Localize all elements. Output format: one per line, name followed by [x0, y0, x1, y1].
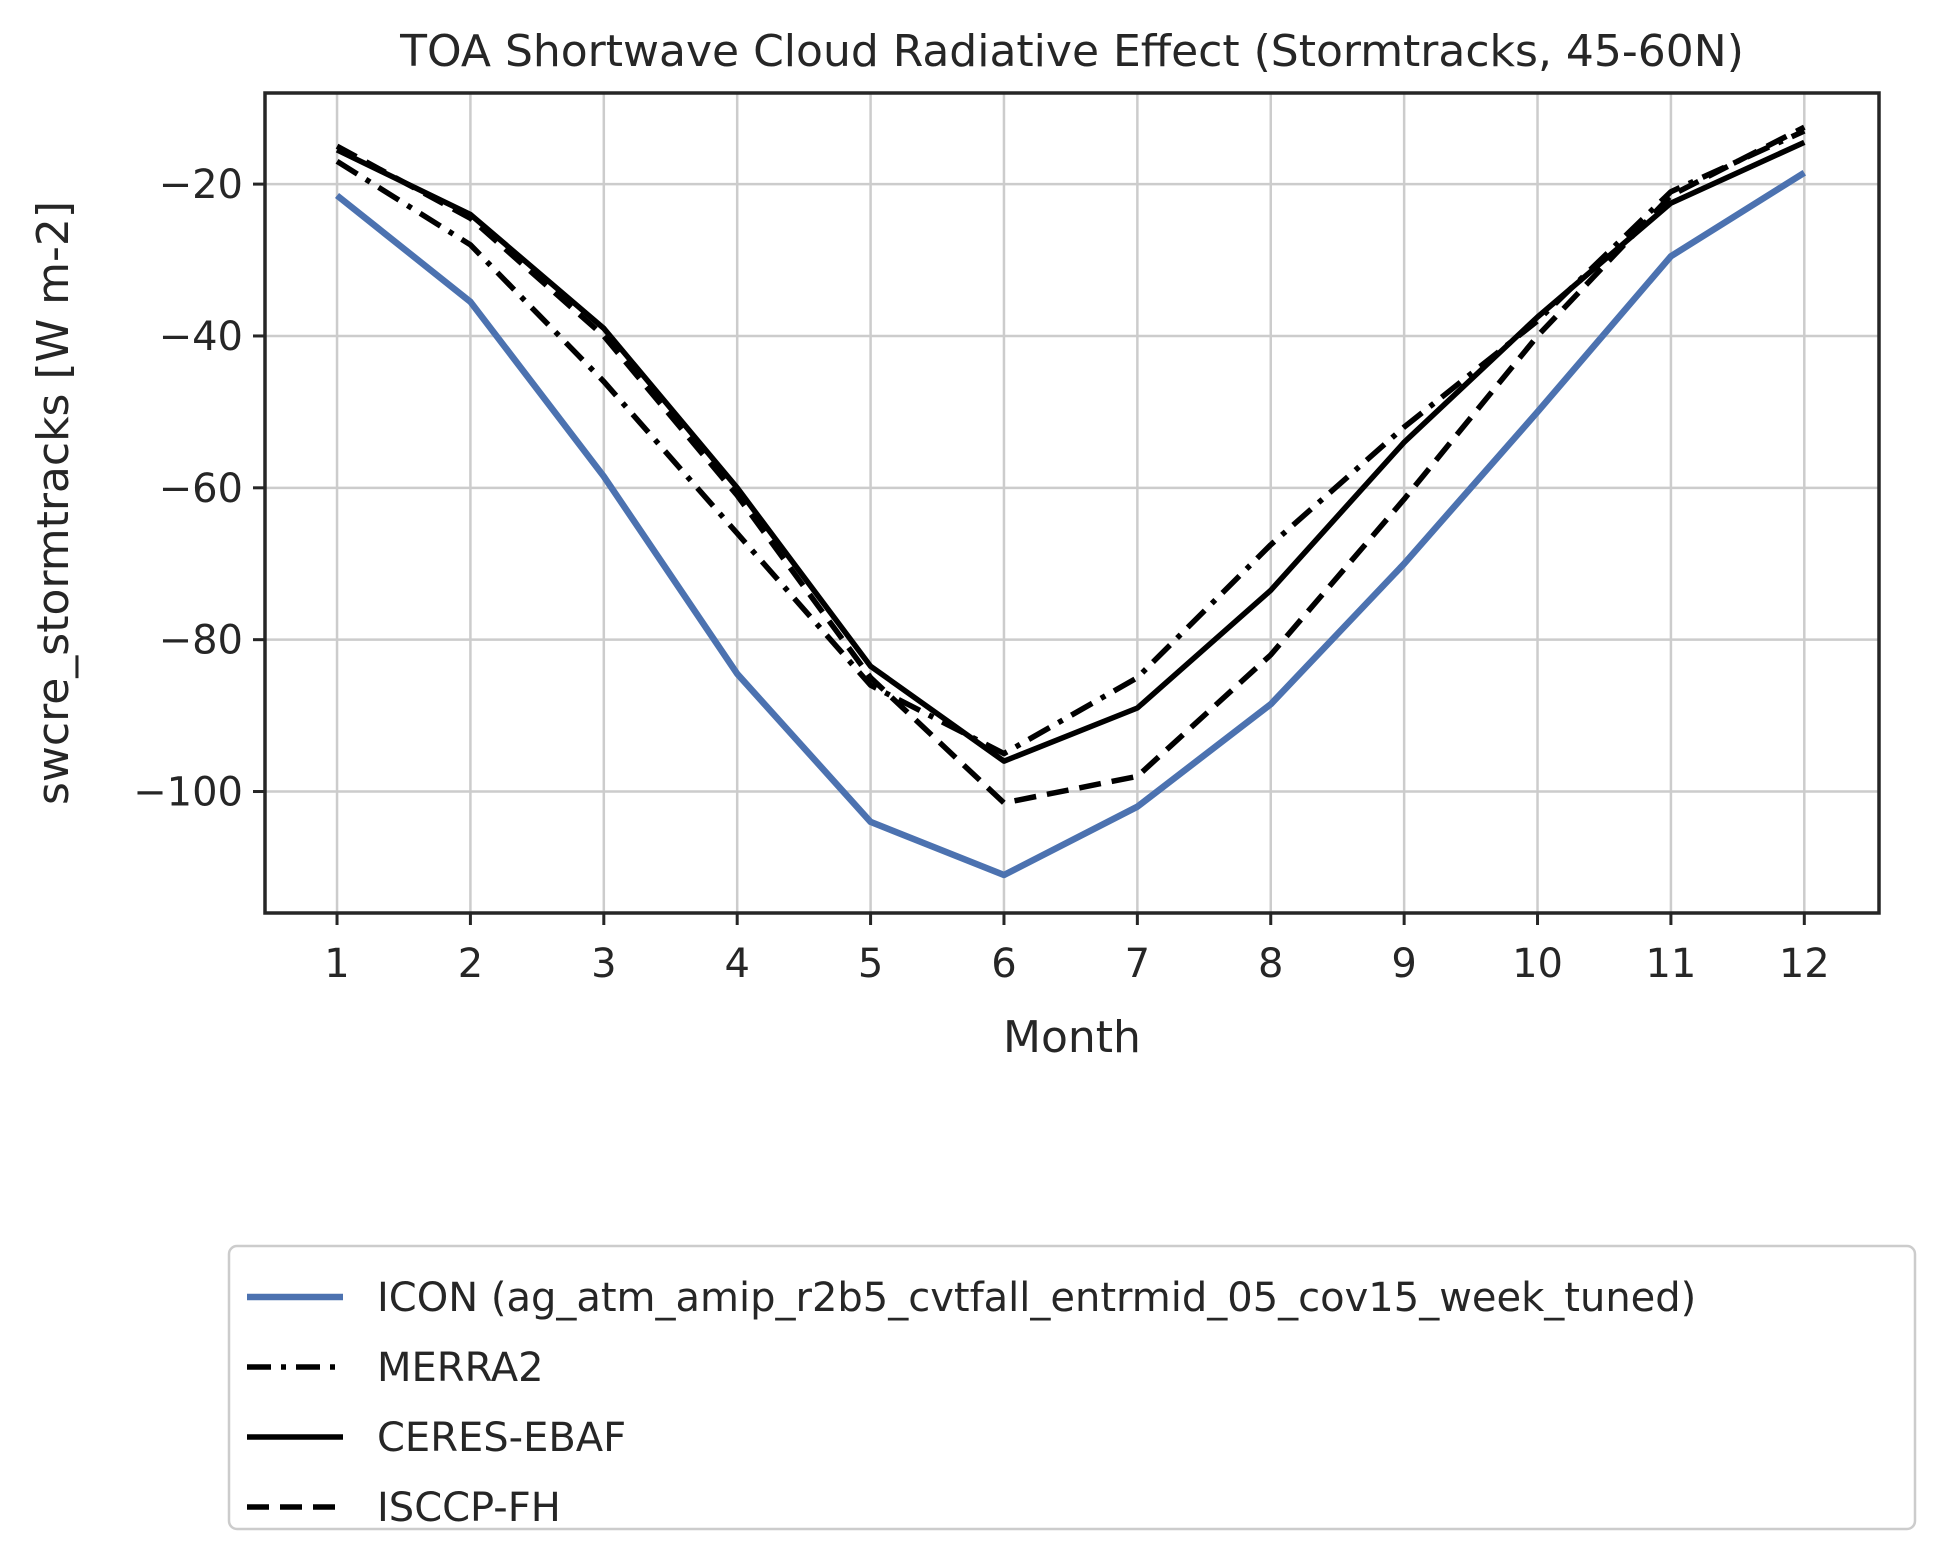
series-line-isccp-fh — [335, 124, 1806, 806]
y-tick-label: −40 — [159, 314, 243, 360]
plot-frame — [263, 91, 1881, 915]
x-tick-label: 1 — [324, 941, 349, 987]
y-axis-label: swcre_stormtracks [W m-2] — [28, 201, 79, 805]
chart-title: TOA Shortwave Cloud Radiative Effect (St… — [399, 26, 1744, 77]
x-tick-label: 9 — [1391, 941, 1416, 987]
legend-frame — [227, 1244, 1917, 1531]
x-tick-label: 5 — [858, 941, 883, 987]
legend-label: ISCCP-FH — [377, 1485, 561, 1531]
series-layer — [335, 124, 1807, 879]
series-line-ceres-ebaf — [335, 139, 1806, 764]
x-tick-label: 2 — [458, 941, 483, 987]
grid — [265, 93, 1879, 913]
x-tick-label: 4 — [724, 941, 749, 987]
legend: ICON (ag_atm_amip_r2b5_cvtfall_entrmid_0… — [227, 1244, 1917, 1531]
y-tick-label: −20 — [159, 162, 243, 208]
x-tick-label: 12 — [1779, 941, 1830, 987]
x-tick-label: 7 — [1125, 941, 1150, 987]
x-tick-label: 11 — [1645, 941, 1696, 987]
x-tick-label: 8 — [1258, 941, 1283, 987]
legend-label: ICON (ag_atm_amip_r2b5_cvtfall_entrmid_0… — [377, 1275, 1696, 1321]
y-tick-label: −80 — [159, 618, 243, 664]
y-tick-label: −100 — [133, 770, 243, 816]
x-axis-label: Month — [1003, 1012, 1141, 1063]
legend-label: CERES-EBAF — [377, 1415, 626, 1461]
legend-label: MERRA2 — [377, 1345, 544, 1391]
x-tick-label: 10 — [1512, 941, 1563, 987]
y-axis: −100 −80 −60 −40 −20 — [133, 162, 265, 816]
series-line-merra2 — [335, 128, 1806, 757]
y-tick-label: −60 — [159, 466, 243, 512]
series-line-icon — [335, 169, 1807, 879]
x-axis: 1 2 3 4 5 6 7 8 9 10 11 12 — [324, 913, 1830, 987]
x-tick-label: 6 — [991, 941, 1016, 987]
x-tick-label: 3 — [591, 941, 616, 987]
